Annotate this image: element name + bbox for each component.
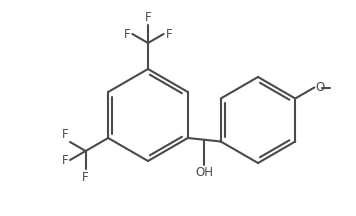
Text: O: O [315,81,325,94]
Text: F: F [82,171,89,184]
Text: F: F [62,154,68,167]
Text: F: F [62,128,68,141]
Text: F: F [124,27,130,41]
Text: F: F [145,11,151,24]
Text: OH: OH [195,166,213,179]
Text: F: F [166,27,172,41]
